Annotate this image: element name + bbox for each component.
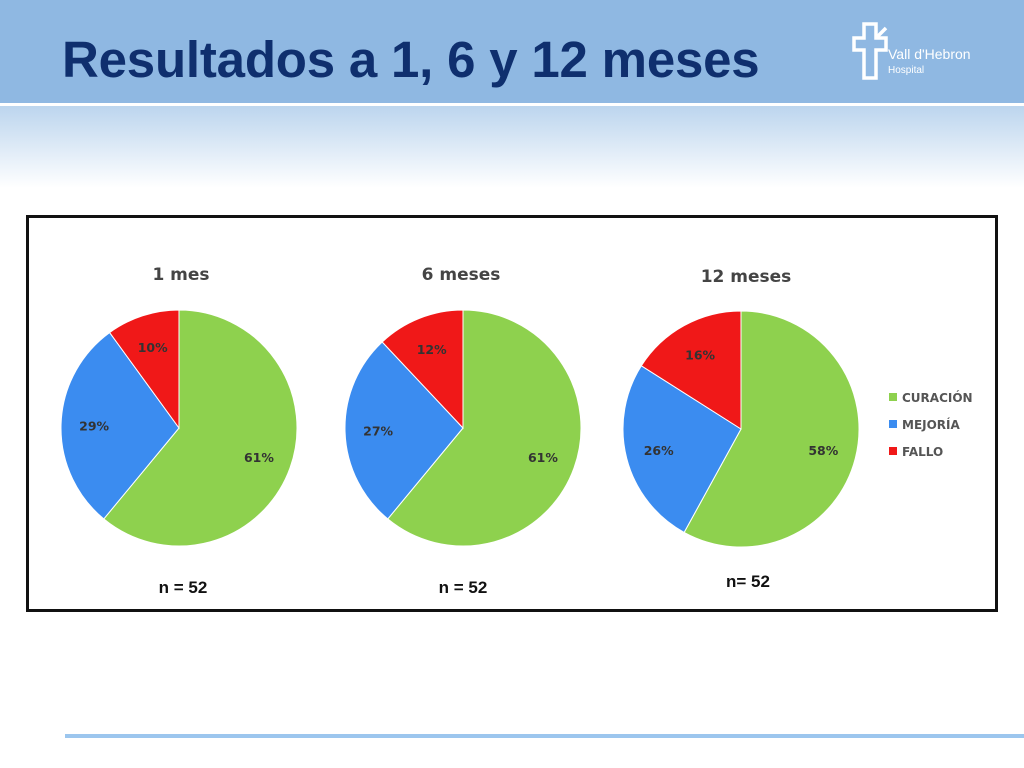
slice-data-label: 27%: [363, 424, 393, 439]
pie-slice-mejoria: [60, 331, 180, 520]
legend-label: MEJORÍA: [902, 417, 961, 432]
slice-data-label: 61%: [244, 450, 274, 465]
pie-chart-2: 61% 27% 12%: [344, 309, 582, 547]
legend-swatch: [889, 447, 897, 455]
pie-slice-fallo: [381, 309, 464, 430]
header-gradient: [0, 106, 1024, 188]
slice-data-label: 12%: [417, 342, 447, 357]
legend-swatch: [889, 393, 897, 401]
sample-size-label: n = 52: [159, 578, 208, 597]
logo-name: Vall d'Hebron: [888, 46, 971, 62]
slice-data-label: 16%: [685, 348, 715, 363]
logo-subtitle: Hospital: [888, 65, 925, 76]
results-figure: 61% 29% 10% 1 mes n = 52 61% 27% 12% 6 meses n = …: [26, 215, 998, 612]
slice-data-label: 29%: [79, 418, 109, 433]
pie-slice-mejoria: [622, 365, 742, 534]
pie-chart-3: 58% 26% 16%: [622, 310, 860, 548]
slice-data-label: 26%: [644, 443, 674, 458]
pie-charts: 61% 29% 10% 1 mes n = 52 61% 27% 12% 6 meses n = …: [60, 265, 973, 597]
pie-slice-mejoria: [344, 341, 464, 520]
sample-size-label: n = 52: [439, 578, 488, 597]
legend-swatch: [889, 420, 897, 428]
slice-data-label: 58%: [808, 443, 838, 458]
sample-size-label: n= 52: [726, 572, 770, 591]
slice-data-label: 10%: [138, 340, 168, 355]
pie-slice-fallo: [108, 309, 180, 430]
hospital-logo: Vall d'Hebron Hospital: [852, 20, 992, 82]
slice-data-label: 61%: [528, 450, 558, 465]
pie-slice-curacion: [683, 310, 860, 548]
pie-slice-curacion: [103, 309, 298, 547]
pie-slice-fallo: [640, 310, 742, 430]
slide-title: Resultados a 1, 6 y 12 meses: [62, 31, 760, 88]
pie-chart-1: 61% 29% 10%: [60, 309, 298, 547]
chart-title: 6 meses: [422, 265, 501, 285]
header-divider: [0, 103, 1024, 106]
legend-label: FALLO: [902, 445, 943, 459]
legend-label: CURACIÓN: [902, 390, 973, 405]
chart-title: 12 meses: [701, 267, 792, 287]
pie-slice-curacion: [387, 309, 582, 547]
hospital-cross-icon: [852, 22, 888, 80]
legend: CURACIÓN MEJORÍA FALLO: [889, 390, 973, 459]
footer-divider: [65, 734, 1024, 738]
chart-title: 1 mes: [152, 265, 209, 285]
